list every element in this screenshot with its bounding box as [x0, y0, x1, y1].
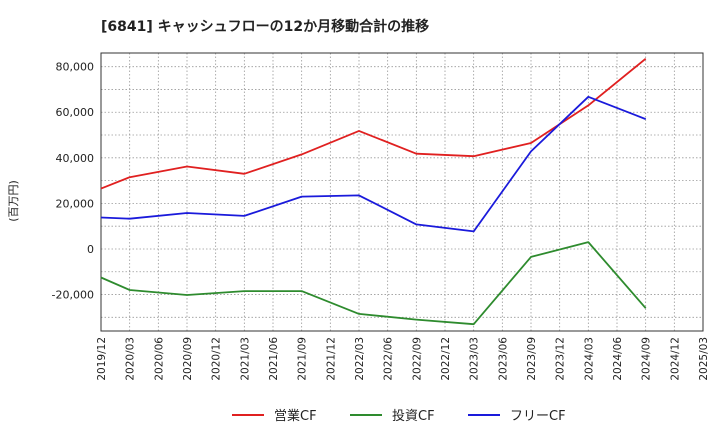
x-tick-label: 2024/09 — [641, 337, 653, 381]
legend: 営業CF 投資CF フリーCF — [232, 408, 566, 424]
y-tick-label: 20,000 — [56, 197, 95, 210]
y-tick-label: 40,000 — [56, 152, 95, 165]
x-tick-label: 2022/06 — [383, 337, 395, 381]
legend-label: 投資CF — [392, 408, 435, 424]
x-tick-label: 2021/09 — [297, 337, 309, 381]
x-tick-label: 2022/03 — [354, 337, 366, 381]
legend-label: 営業CF — [274, 408, 317, 424]
y-tick-label: 80,000 — [56, 61, 95, 74]
y-tick-label: 0 — [87, 243, 94, 256]
x-tick-label: 2020/09 — [182, 337, 194, 381]
x-tick-label: 2023/06 — [497, 337, 509, 381]
legend-label: フリーCF — [510, 409, 566, 424]
x-tick-label: 2024/03 — [583, 337, 595, 381]
x-tick-label: 2023/09 — [526, 337, 538, 381]
x-tick-label: 2023/12 — [555, 337, 567, 381]
plot-frame — [100, 52, 704, 332]
x-tick-label: 2019/12 — [96, 337, 108, 381]
x-tick-label: 2023/03 — [469, 337, 481, 381]
x-tick-label: 2022/09 — [411, 337, 423, 381]
x-tick-label: 2021/03 — [239, 337, 251, 381]
chart-title: [6841] キャッシュフローの12か月移動合計の推移 — [101, 18, 429, 35]
x-tick-label: 2021/06 — [268, 337, 280, 381]
x-tick-label: 2020/12 — [211, 337, 223, 381]
y-tick-label: 60,000 — [56, 106, 95, 119]
series-line — [100, 58, 647, 190]
x-tick-label: 2024/12 — [669, 337, 681, 381]
plot-area: -20,000 0 20,000 40,000 60,000 80,000 2019/12 2… — [52, 52, 710, 381]
x-tick-label: 2021/12 — [325, 337, 337, 381]
y-axis-label: (百万円) — [7, 180, 20, 222]
x-tick-label: 2025/03 — [698, 337, 710, 381]
x-tick-label: 2022/12 — [440, 337, 452, 381]
y-tick-label: -20,000 — [52, 289, 94, 302]
x-tick-label: 2024/06 — [612, 337, 624, 381]
plot-background — [101, 53, 703, 331]
x-tick-label: 2020/06 — [153, 337, 165, 381]
series-line — [100, 241, 647, 326]
series-line — [100, 95, 647, 233]
x-tick-label: 2020/03 — [125, 337, 137, 381]
